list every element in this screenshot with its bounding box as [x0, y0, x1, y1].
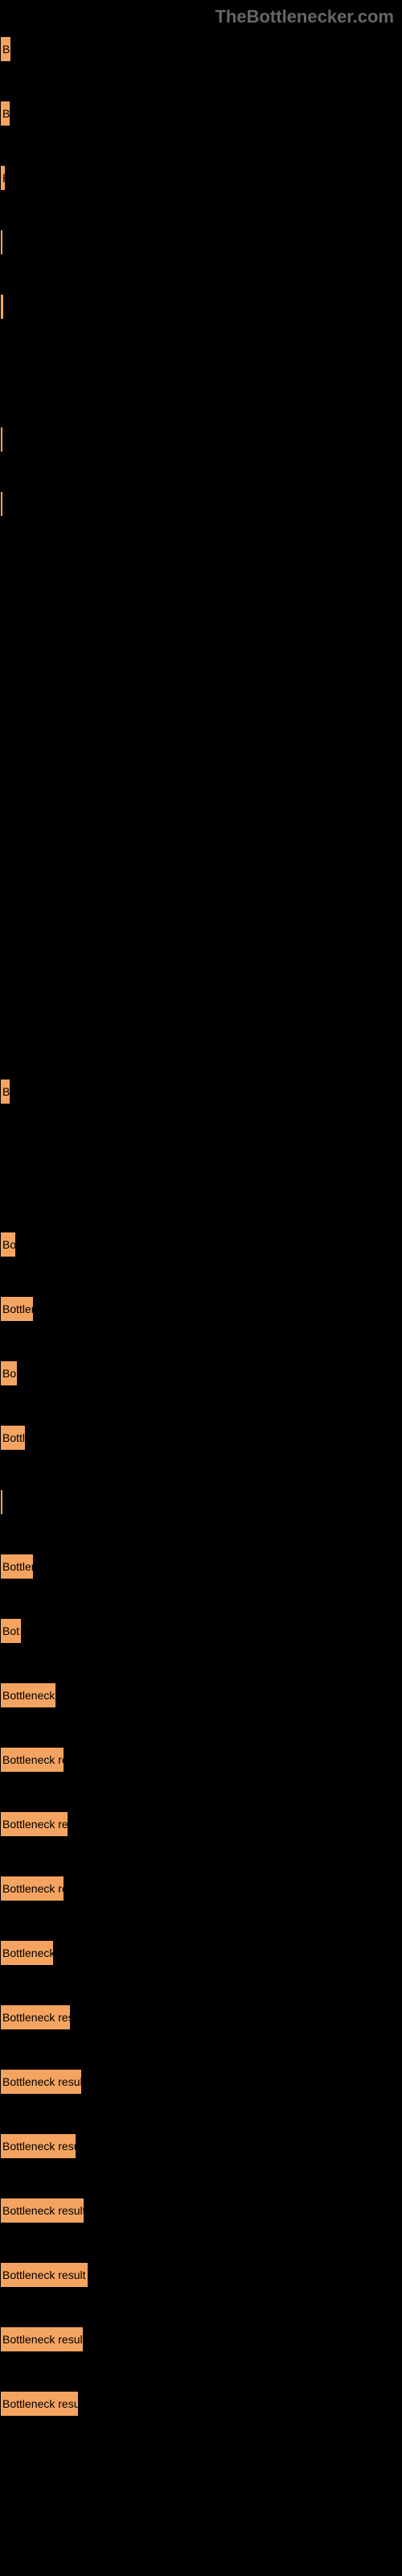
chart-gap: [0, 358, 402, 427]
chart-bar: Bottleneck: [0, 1940, 54, 1966]
bar-row: [0, 294, 402, 320]
bar-label: B: [2, 43, 10, 56]
bar-row: Bottleneck result: [0, 2069, 402, 2095]
bar-row: [0, 427, 402, 452]
bar-label: B: [2, 171, 6, 184]
bar-row: Bottleneck resu: [0, 2391, 402, 2417]
bar-label: Bot: [2, 1624, 19, 1637]
bar-chart: B B B B Bo Bottler Bo Bottl Bottlen Bot Bottleneck…: [0, 0, 402, 2417]
chart-gap: [0, 555, 402, 1079]
chart-bar: Bottleneck result: [0, 2069, 82, 2095]
bar-row: Bottler: [0, 1296, 402, 1322]
bar-row: B: [0, 165, 402, 191]
chart-bar: Bottler: [0, 1296, 34, 1322]
bar-label: Bottl: [2, 1431, 25, 1444]
bar-label: Bottleneck resu: [2, 2140, 76, 2153]
chart-bar: B: [0, 1079, 10, 1104]
bar-label: Bottleneck re: [2, 1882, 64, 1895]
bar-label: Bottleneck result: [2, 2333, 84, 2346]
chart-bar: Bottleneck re: [0, 1876, 64, 1901]
bar-row: Bottleneck: [0, 1940, 402, 1966]
bar-row: Bo: [0, 1360, 402, 1386]
bar-row: Bottleneck res: [0, 1811, 402, 1837]
chart-bar: Bottleneck result: [0, 2262, 88, 2288]
bar-row: [0, 491, 402, 517]
chart-bar: Bo: [0, 1232, 16, 1257]
bar-row: Bottleneck: [0, 1682, 402, 1708]
bar-row: B: [0, 36, 402, 62]
bar-label: Bottleneck result: [2, 2268, 86, 2281]
bar-row: Bottl: [0, 1425, 402, 1451]
chart-bar: [0, 491, 3, 517]
chart-bar: Bottl: [0, 1425, 26, 1451]
bar-label: Bottleneck result: [2, 2204, 84, 2217]
bar-label: Bottleneck: [2, 1689, 55, 1702]
chart-bar: Bottleneck res: [0, 2004, 71, 2030]
bar-label: Bo: [2, 1367, 16, 1380]
chart-bar: B: [0, 165, 6, 191]
bar-row: Bottlen: [0, 1554, 402, 1579]
bar-row: Bottleneck result: [0, 2262, 402, 2288]
bar-row: B: [0, 1079, 402, 1104]
chart-bar: [0, 1489, 3, 1515]
bar-row: Bottleneck re: [0, 1876, 402, 1901]
bar-label: Bottler: [2, 1302, 34, 1315]
bar-row: Bottleneck re: [0, 1747, 402, 1773]
chart-bar: Bottleneck: [0, 1682, 56, 1708]
chart-bar: [0, 294, 4, 320]
bar-label: B: [2, 1085, 10, 1098]
bar-label: Bottleneck re: [2, 1753, 64, 1766]
chart-bar: Bottleneck resu: [0, 2133, 76, 2159]
bar-label: Bottleneck resu: [2, 2397, 79, 2410]
chart-bar: B: [0, 101, 10, 126]
chart-bar: Bo: [0, 1360, 18, 1386]
bar-row: Bo: [0, 1232, 402, 1257]
chart-bar: B: [0, 36, 11, 62]
watermark-text: TheBottlenecker.com: [215, 6, 394, 27]
bar-label: Bottlen: [2, 1560, 34, 1573]
bar-label: Bottleneck result: [2, 2075, 82, 2088]
chart-bar: Bot: [0, 1618, 22, 1644]
bar-label: Bottleneck res: [2, 2011, 71, 2024]
bar-row: Bottleneck result: [0, 2326, 402, 2352]
bar-row: [0, 1489, 402, 1515]
bar-row: Bottleneck result: [0, 2198, 402, 2223]
chart-bar: Bottlen: [0, 1554, 34, 1579]
bar-row: Bot: [0, 1618, 402, 1644]
bar-row: Bottleneck res: [0, 2004, 402, 2030]
chart-bar: Bottleneck resu: [0, 2391, 79, 2417]
bar-row: Bottleneck resu: [0, 2133, 402, 2159]
chart-bar: [0, 229, 3, 255]
bar-label: Bottleneck res: [2, 1818, 68, 1831]
bar-label: Bo: [2, 1238, 16, 1251]
chart-bar: Bottleneck res: [0, 1811, 68, 1837]
chart-gap: [0, 1143, 402, 1232]
bar-row: [0, 229, 402, 255]
bar-label: Bottleneck: [2, 1946, 54, 1959]
chart-bar: [0, 427, 3, 452]
chart-bar: Bottleneck result: [0, 2326, 84, 2352]
chart-bar: Bottleneck result: [0, 2198, 84, 2223]
bar-label: B: [2, 107, 10, 120]
chart-bar: Bottleneck re: [0, 1747, 64, 1773]
bar-row: B: [0, 101, 402, 126]
